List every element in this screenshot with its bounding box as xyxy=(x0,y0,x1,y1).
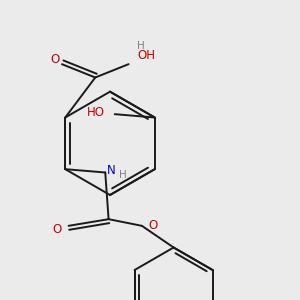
Text: HO: HO xyxy=(87,106,105,119)
Text: O: O xyxy=(52,223,61,236)
Text: N: N xyxy=(107,164,116,177)
Text: OH: OH xyxy=(137,49,155,62)
Text: H: H xyxy=(137,41,145,51)
Text: O: O xyxy=(50,53,59,66)
Text: H: H xyxy=(119,170,127,180)
Text: O: O xyxy=(148,219,157,232)
